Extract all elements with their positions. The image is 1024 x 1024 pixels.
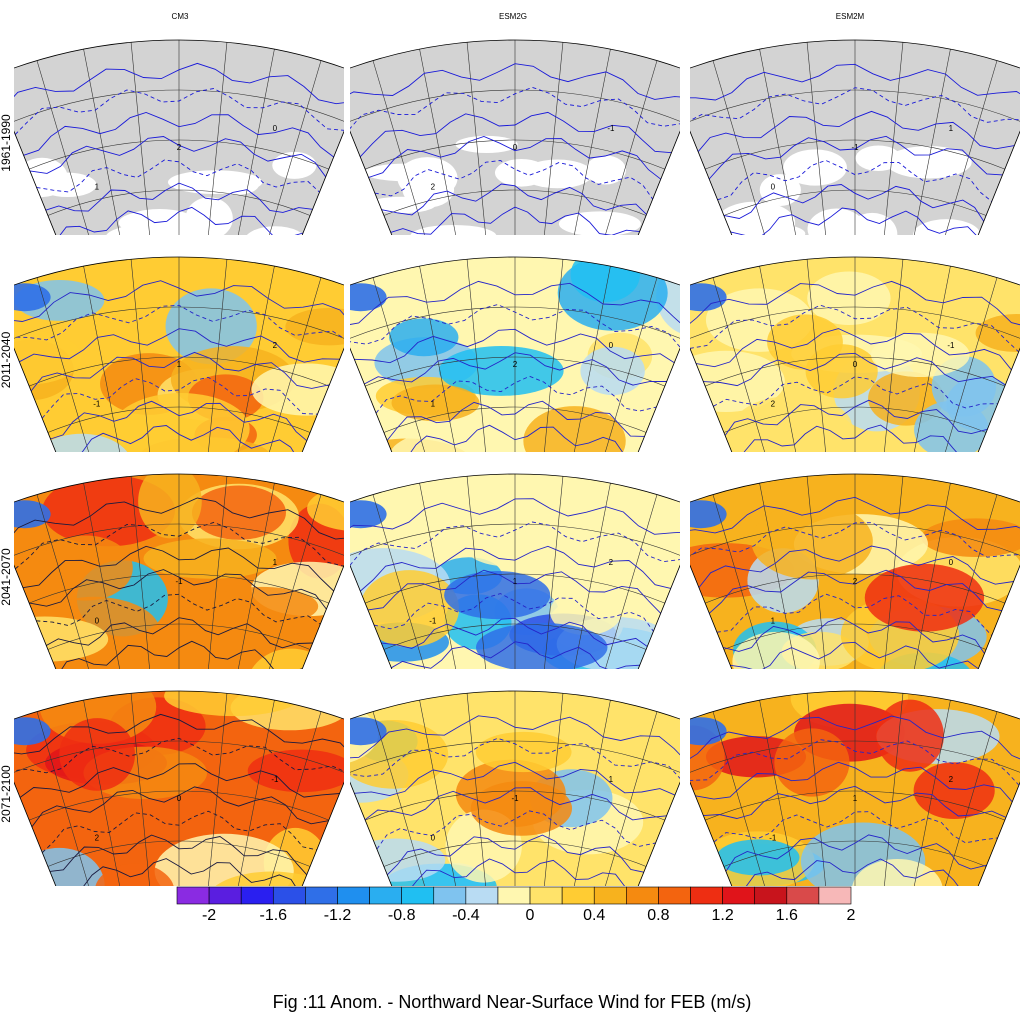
- contour-label: 0: [95, 617, 100, 626]
- map-panel-r3-c0: 2 0 -1: [14, 690, 344, 886]
- row-label-2041-2070: 2041-2070: [0, 548, 13, 606]
- colorbar-swatch: [240, 886, 274, 905]
- colorbar-swatch: [337, 886, 370, 905]
- contour-label: 0: [273, 124, 278, 133]
- contour-label: -1: [769, 834, 777, 843]
- map-panel-r1-c0: -1 1 2: [14, 256, 344, 452]
- row-label-2071-2100: 2071-2100: [0, 765, 13, 823]
- colorbar-swatch: [497, 886, 531, 905]
- map-panel-r3-c1: 0 -1 1: [350, 690, 680, 886]
- contour-label: -1: [607, 124, 615, 133]
- colorbar-tick: 2: [846, 907, 856, 924]
- colorbar-swatch: [433, 886, 467, 905]
- colorbar-tick: 0.8: [647, 907, 670, 924]
- figure-caption: Fig :11 Anom. - Northward Near-Surface W…: [272, 992, 752, 1012]
- map-panel-r2-c2: 1 2 0: [690, 473, 1020, 669]
- colorbar-swatch: [561, 886, 595, 905]
- contour-label: 2: [609, 558, 614, 567]
- contour-label: -1: [93, 400, 101, 409]
- contour-label: 0: [853, 360, 858, 369]
- colorbar-swatch: [176, 886, 210, 905]
- contour-label: 2: [853, 577, 858, 586]
- contour-label: 2: [771, 400, 776, 409]
- colorbar-swatch: [626, 886, 659, 905]
- contour-label: 2: [95, 834, 100, 843]
- colorbar-swatch: [690, 886, 723, 905]
- contour-label: 0: [177, 794, 182, 803]
- contour-label: -1: [271, 775, 279, 784]
- contour-label: -1: [429, 617, 437, 626]
- contour-label: 0: [609, 341, 614, 350]
- colorbar: [176, 886, 852, 905]
- map-panel-r0-c2: 0 -1 1: [690, 39, 1020, 235]
- colorbar-swatch: [818, 886, 852, 905]
- map-panel-r1-c2: 2 0 -1: [690, 256, 1020, 452]
- contour-label: 1: [273, 558, 278, 567]
- contour-label: 1: [771, 617, 776, 626]
- colorbar-swatch: [593, 886, 627, 905]
- row-label-2011-2040: 2011-2040: [0, 331, 13, 389]
- row-label-1961-1990: 1961-1990: [0, 114, 13, 172]
- colorbar-swatch: [208, 886, 242, 905]
- column-title-esm2m: ESM2M: [835, 12, 865, 21]
- contour-label: 2: [177, 143, 182, 152]
- contour-label: 1: [177, 360, 182, 369]
- contour-label: 2: [513, 360, 518, 369]
- column-title-cm3: CM3: [171, 12, 189, 21]
- colorbar-swatch: [465, 886, 499, 905]
- contour-label: 2: [431, 183, 436, 192]
- colorbar-swatch: [786, 886, 820, 905]
- colorbar-tick: -1.2: [323, 907, 352, 924]
- contour-label: 1: [853, 794, 858, 803]
- contour-label: -1: [175, 577, 183, 586]
- map-panel-r2-c1: -1 1 2: [350, 473, 680, 669]
- colorbar-tick: 1.6: [775, 907, 798, 924]
- colorbar-swatch: [754, 886, 788, 905]
- colorbar-tick: -0.4: [452, 907, 480, 924]
- contour-label: 1: [431, 400, 436, 409]
- map-panel-r1-c1: 1 2 0: [350, 256, 680, 452]
- contour-label: 1: [609, 775, 614, 784]
- contour-label: 0: [431, 834, 436, 843]
- colorbar-swatch: [529, 886, 563, 905]
- colorbar-tick: -2: [201, 907, 217, 924]
- map-panel-r0-c1: 2 0 -1: [350, 39, 680, 235]
- contour-label: 1: [513, 577, 518, 586]
- contour-label: 0: [513, 143, 518, 152]
- colorbar-tick: -1.6: [259, 907, 288, 924]
- colorbar-swatch: [658, 886, 691, 905]
- map-panel-r2-c0: 0 -1 1: [14, 473, 344, 669]
- colorbar-tick: 1.2: [711, 907, 734, 924]
- map-panel-r3-c2: -1 1 2: [690, 690, 1020, 886]
- contour-label: -1: [947, 341, 955, 350]
- colorbar-swatch: [401, 886, 435, 905]
- contour-label: 1: [949, 124, 954, 133]
- contour-label: 2: [273, 341, 278, 350]
- colorbar-swatch: [272, 886, 306, 905]
- colorbar-swatch: [305, 886, 338, 905]
- contour-label: 2: [949, 775, 954, 784]
- colorbar-swatch: [722, 886, 756, 905]
- contour-label: -1: [511, 794, 519, 803]
- contour-label: 0: [949, 558, 954, 567]
- colorbar-tick: -0.8: [387, 907, 416, 924]
- column-title-esm2g: ESM2G: [498, 12, 527, 21]
- contour-label: 0: [771, 183, 776, 192]
- colorbar-tick: 0.4: [583, 907, 606, 924]
- contour-label: -1: [851, 143, 859, 152]
- contour-label: 1: [95, 183, 100, 192]
- map-panel-r0-c0: 1 2 0: [14, 39, 344, 235]
- colorbar-tick: 0: [525, 907, 535, 924]
- colorbar-swatch: [369, 886, 402, 905]
